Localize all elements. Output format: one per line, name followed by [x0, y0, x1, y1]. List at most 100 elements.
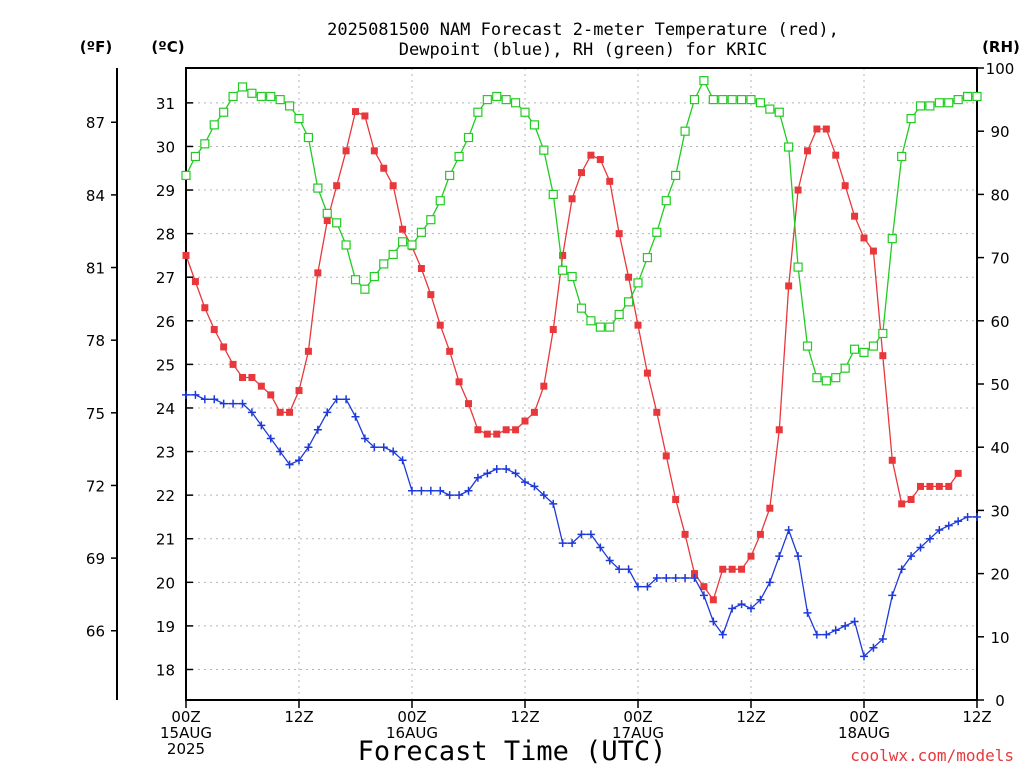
temperature-point-53: [681, 530, 689, 538]
dewpoint-point-65: [794, 552, 803, 561]
time-tick-label-48-1: 17AUG: [612, 724, 664, 742]
dewpoint-point-59: [737, 600, 746, 609]
temperature-point-68: [822, 125, 830, 133]
dewpoint-point-22: [389, 447, 398, 456]
temperature-point-73: [869, 247, 877, 255]
fahrenheit-tick-label-66: 66: [86, 623, 105, 641]
temperature-point-77: [907, 496, 915, 504]
temperature-point-8: [257, 382, 265, 390]
rh-point-75: [887, 234, 897, 244]
time-tick-label-48-0: 00Z: [623, 708, 652, 726]
temperature-point-65: [794, 186, 802, 194]
temperature-point-9: [267, 391, 275, 399]
dewpoint-point-26: [426, 486, 435, 495]
rh-tick-label-70: 70: [990, 250, 1009, 268]
celsius-axis: 18 19 20 21 22 23 24 25 26 27 28 29 30 31: [156, 95, 193, 679]
dewpoint-point-13: [304, 443, 313, 452]
time-tick-label-24-0: 00Z: [397, 708, 426, 726]
temperature-point-13: [304, 347, 312, 355]
rh-point-44: [595, 322, 605, 332]
rh-point-73: [868, 341, 879, 351]
dewpoint-point-42: [577, 530, 586, 539]
temperature-point-72: [860, 234, 868, 242]
rh-point-63: [774, 107, 784, 117]
time-tick-label-0-0: 00Z: [171, 708, 200, 726]
celsius-tick-label-20: 20: [156, 574, 175, 592]
temperature-point-79: [926, 482, 934, 490]
dewpoint-point-71: [850, 617, 859, 626]
temperature-point-49: [643, 369, 651, 377]
dewpoint-point-5: [229, 399, 238, 408]
dewpoint-point-14: [313, 425, 322, 434]
rh-point-7: [247, 88, 257, 98]
rh-point-34: [501, 94, 511, 105]
dewpoint-point-7: [247, 408, 256, 417]
rh-point-43: [586, 316, 596, 326]
temperature-point-16: [333, 182, 341, 190]
celsius-tick-label-29: 29: [156, 182, 175, 200]
celsius-tick-label-24: 24: [156, 400, 175, 418]
temperature-point-15: [323, 217, 331, 225]
rh-point-56: [708, 94, 718, 105]
dewpoint-series: [182, 390, 981, 661]
temperature-point-35: [512, 426, 520, 434]
rh-tick-label-50: 50: [990, 376, 1009, 394]
fahrenheit-tick-label-87: 87: [86, 114, 105, 132]
rh-point-30: [463, 132, 474, 143]
dewpoint-point-15: [323, 408, 332, 417]
temperature-series: [182, 108, 962, 604]
rh-point-16: [332, 218, 342, 228]
rh-point-8: [256, 91, 266, 102]
temperature-point-57: [719, 565, 727, 573]
rh-point-46: [614, 309, 624, 320]
temperature-point-61: [756, 530, 764, 538]
dewpoint-point-8: [257, 421, 266, 430]
rh-series: [181, 76, 982, 386]
dewpoint-point-38: [539, 491, 548, 500]
dewpoint-point-32: [483, 469, 492, 478]
temperature-point-44: [596, 156, 604, 164]
rh-tick-label-90: 90: [990, 123, 1009, 141]
dewpoint-point-56: [709, 617, 718, 626]
time-tick-label-0-2: 2025: [167, 740, 205, 758]
temperature-point-51: [662, 452, 670, 460]
time-tick-label-84-0: 12Z: [962, 708, 991, 726]
temperature-point-39: [549, 326, 557, 334]
temperature-point-66: [804, 147, 811, 155]
dewpoint-point-46: [615, 565, 624, 574]
chart-title: 2025081500 NAM Forecast 2-meter Temperat…: [327, 20, 839, 40]
celsius-unit-label: (ºC): [151, 38, 184, 56]
dewpoint-point-79: [925, 534, 934, 543]
temperature-point-59: [738, 565, 746, 573]
time-tick-label-12-0: 12Z: [284, 708, 313, 726]
rh-point-40: [558, 265, 568, 275]
temperature-point-58: [728, 565, 736, 573]
temperature-point-6: [239, 373, 246, 381]
rh-point-21: [379, 259, 389, 269]
dewpoint-point-29: [455, 491, 464, 500]
rh-point-61: [755, 98, 766, 108]
celsius-tick-label-18: 18: [156, 661, 175, 679]
temperature-point-10: [276, 408, 284, 416]
time-tick-label-24-1: 16AUG: [386, 724, 438, 742]
celsius-tick-label-25: 25: [156, 356, 175, 374]
dewpoint-point-73: [869, 643, 878, 652]
dewpoint-point-17: [342, 395, 351, 404]
dewpoint-point-30: [464, 486, 473, 495]
dewpoint-point-11: [285, 460, 294, 469]
rh-point-50: [652, 227, 662, 237]
chart-subtitle: Dewpoint (blue), RH (green) for KRIC: [399, 40, 767, 60]
temperature-point-4: [220, 343, 228, 351]
dewpoint-point-67: [812, 630, 821, 639]
rh-point-68: [821, 376, 831, 386]
rh-point-28: [445, 170, 455, 181]
fahrenheit-unit-label: (ºF): [80, 38, 112, 56]
dewpoint-point-64: [784, 526, 793, 535]
fahrenheit-tick-label-75: 75: [86, 405, 105, 423]
temperature-point-17: [342, 147, 350, 155]
temperature-point-3: [210, 326, 218, 334]
temperature-point-29: [455, 378, 463, 386]
rh-point-58: [727, 94, 737, 105]
temperature-point-42: [578, 169, 585, 177]
rh-point-12: [294, 113, 304, 124]
